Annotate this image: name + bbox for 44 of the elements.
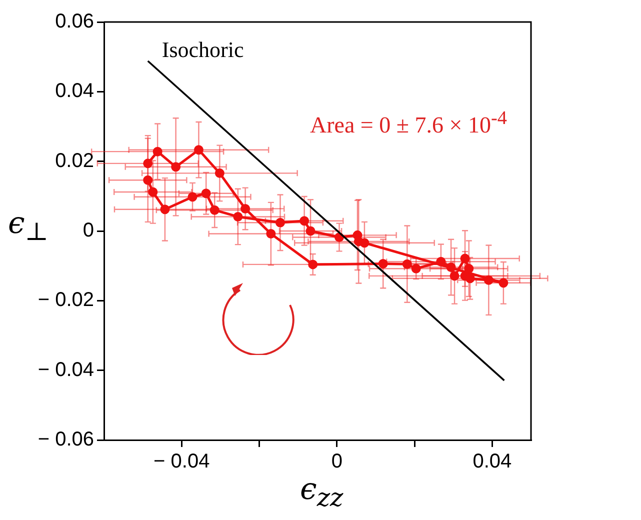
x-tick-label: 0.04 — [472, 450, 512, 473]
x-tick-label: − 0.04 — [154, 450, 210, 473]
point — [214, 168, 224, 178]
x-axis-title: ϵ$_{zz}$ — [300, 472, 344, 514]
point — [194, 145, 204, 155]
point — [171, 162, 181, 172]
y-tick-label: − 0.02 — [38, 289, 94, 312]
point — [446, 262, 456, 272]
point — [465, 274, 475, 284]
point — [460, 254, 470, 264]
y-tick-label: − 0.04 — [38, 358, 94, 381]
point — [484, 275, 494, 285]
point — [210, 205, 220, 215]
point — [378, 258, 388, 268]
point — [300, 216, 310, 226]
point — [411, 264, 421, 274]
point — [233, 212, 243, 222]
series-label: Isochoric — [162, 36, 244, 62]
point — [188, 192, 198, 202]
point — [148, 187, 158, 197]
point — [240, 204, 250, 214]
y-tick-label: 0 — [82, 220, 94, 242]
annotation: Area = 0 ± 7.6 × 10$^{-4}$ — [310, 108, 507, 139]
y-tick-label: 0.06 — [55, 10, 94, 33]
point — [143, 158, 153, 168]
point — [143, 175, 153, 185]
point — [402, 259, 412, 269]
point — [436, 256, 446, 266]
point — [308, 260, 318, 270]
point — [201, 188, 211, 198]
point — [266, 229, 276, 239]
point — [352, 230, 362, 240]
point — [306, 226, 316, 236]
x-tick-label: 0 — [331, 450, 342, 473]
point — [275, 218, 285, 228]
y-tick-label: 0.02 — [55, 150, 94, 172]
point — [498, 278, 508, 288]
y-tick-label: 0.04 — [55, 80, 94, 102]
y-tick-label: − 0.06 — [38, 428, 94, 451]
point — [160, 204, 170, 214]
point — [464, 264, 474, 274]
point — [152, 146, 162, 156]
y-axis-title: ϵ$_{⊥}$ — [8, 206, 48, 248]
point — [450, 271, 460, 281]
